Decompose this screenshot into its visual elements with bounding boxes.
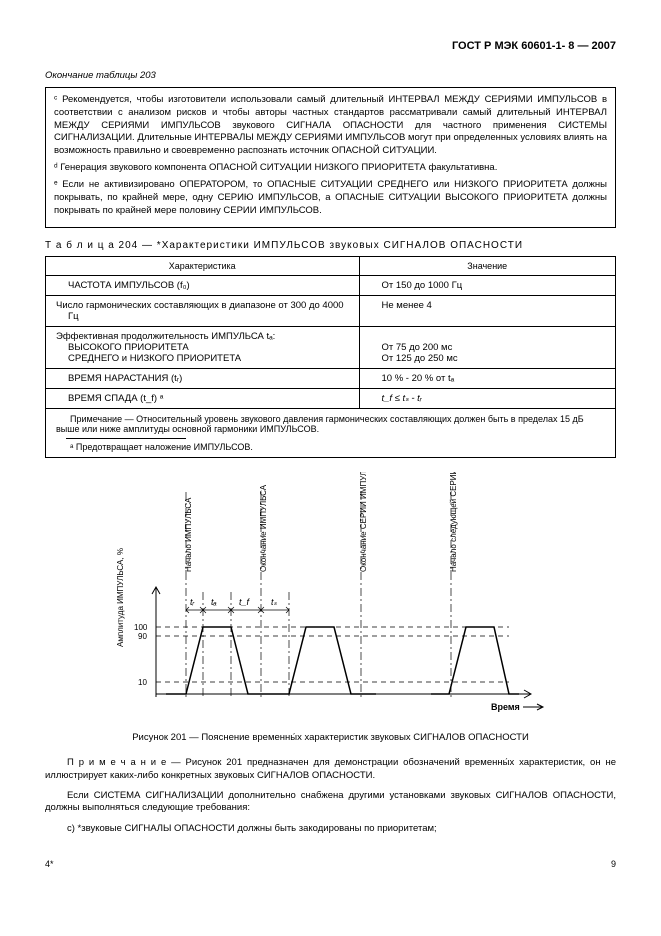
table-204-caption: Т а б л и ц а 204 — *Характеристики ИМПУ… <box>45 240 616 251</box>
figure-note: П р и м е ч а н и е — Рисунок 201 предна… <box>45 757 616 782</box>
svg-text:Начало следующей СЕРИИ ИМПУЛЬС: Начало следующей СЕРИИ ИМПУЛЬСОВ <box>449 472 458 572</box>
svg-text:100: 100 <box>134 623 148 632</box>
table-header-characteristic: Характеристика <box>46 257 360 276</box>
doc-header: ГОСТ Р МЭК 60601-1- 8 — 2007 <box>45 40 616 52</box>
table-row: ВРЕМЯ НАРАСТАНИЯ (tᵣ) 10 % - 20 % от tₐ <box>46 369 616 389</box>
cell: Эффективная продолжительность ИМПУЛЬСА t… <box>46 327 360 369</box>
footer-left: 4* <box>45 859 54 869</box>
figure-caption: Рисунок 201 — Пояснение временны́х харак… <box>45 732 616 743</box>
svg-text:t_f: t_f <box>239 597 251 607</box>
svg-text:10: 10 <box>138 678 147 687</box>
table-row: ВРЕМЯ СПАДА (t_f) ᵃ t_f ≤ tₛ - tᵣ <box>46 389 616 409</box>
svg-text:Время: Время <box>491 702 520 712</box>
note-a: ᵃ Предотвращает наложение ИМПУЛЬСОВ. <box>56 442 605 452</box>
note-text: Примечание — Относительный уровень звуко… <box>56 414 605 434</box>
note-e: ᵉ Если не активизировано ОПЕРАТОРОМ, то … <box>54 179 607 217</box>
note-box-203: ᶜ Рекомендуется, чтобы изготовители испо… <box>45 87 616 228</box>
table-204: Характеристика Значение ЧАСТОТА ИМПУЛЬСО… <box>45 256 616 458</box>
svg-text:90: 90 <box>138 632 147 641</box>
cell: От 75 до 200 мс От 125 до 250 мс <box>359 327 616 369</box>
note-c: ᶜ Рекомендуется, чтобы изготовители испо… <box>54 94 607 158</box>
cell: t_f ≤ tₛ - tᵣ <box>359 389 616 409</box>
table-header-value: Значение <box>359 257 616 276</box>
table-continuation: Окончание таблицы 203 <box>45 70 616 81</box>
body-para-2: c) *звуковые СИГНАЛЫ ОПАСНОСТИ должны бы… <box>45 823 616 835</box>
note-d: ᵈ Генерация звукового компонента ОПАСНОЙ… <box>54 162 607 175</box>
page-footer: 4* 9 <box>45 859 616 869</box>
figure-201: Амплитуда ИМПУЛЬСА, % Начало ИМПУЛЬСА Ок… <box>111 472 551 722</box>
cell: Число гармонических составляющих в диапа… <box>46 296 360 327</box>
table-row: ЧАСТОТА ИМПУЛЬСОВ (f₀) От 150 до 1000 Гц <box>46 276 616 296</box>
cell: ВРЕМЯ НАРАСТАНИЯ (tᵣ) <box>46 369 360 389</box>
cell: От 150 до 1000 Гц <box>359 276 616 296</box>
svg-text:tₐ: tₐ <box>211 597 217 607</box>
svg-text:Окончание ИМПУЛЬСА: Окончание ИМПУЛЬСА <box>259 485 268 573</box>
cell: ВРЕМЯ СПАДА (t_f) ᵃ <box>46 389 360 409</box>
svg-text:tᵣ: tᵣ <box>190 597 195 607</box>
table-note: Примечание — Относительный уровень звуко… <box>46 409 616 458</box>
body-para-1: Если СИСТЕМА СИГНАЛИЗАЦИИ дополнительно … <box>45 790 616 815</box>
svg-text:Начало ИМПУЛЬСА: Начало ИМПУЛЬСА <box>184 497 193 572</box>
table-row: Число гармонических составляющих в диапа… <box>46 296 616 327</box>
footer-right: 9 <box>611 859 616 869</box>
cell: ЧАСТОТА ИМПУЛЬСОВ (f₀) <box>46 276 360 296</box>
svg-text:Окончание СЕРИИ ИМПУЛЬСОВ: Окончание СЕРИИ ИМПУЛЬСОВ <box>359 472 368 572</box>
cell: 10 % - 20 % от tₐ <box>359 369 616 389</box>
y-axis-label: Амплитуда ИМПУЛЬСА, % <box>116 548 125 647</box>
cell: Не менее 4 <box>359 296 616 327</box>
table-note-row: Примечание — Относительный уровень звуко… <box>46 409 616 458</box>
table-row: Эффективная продолжительность ИМПУЛЬСА t… <box>46 327 616 369</box>
svg-text:tₛ: tₛ <box>271 597 278 607</box>
